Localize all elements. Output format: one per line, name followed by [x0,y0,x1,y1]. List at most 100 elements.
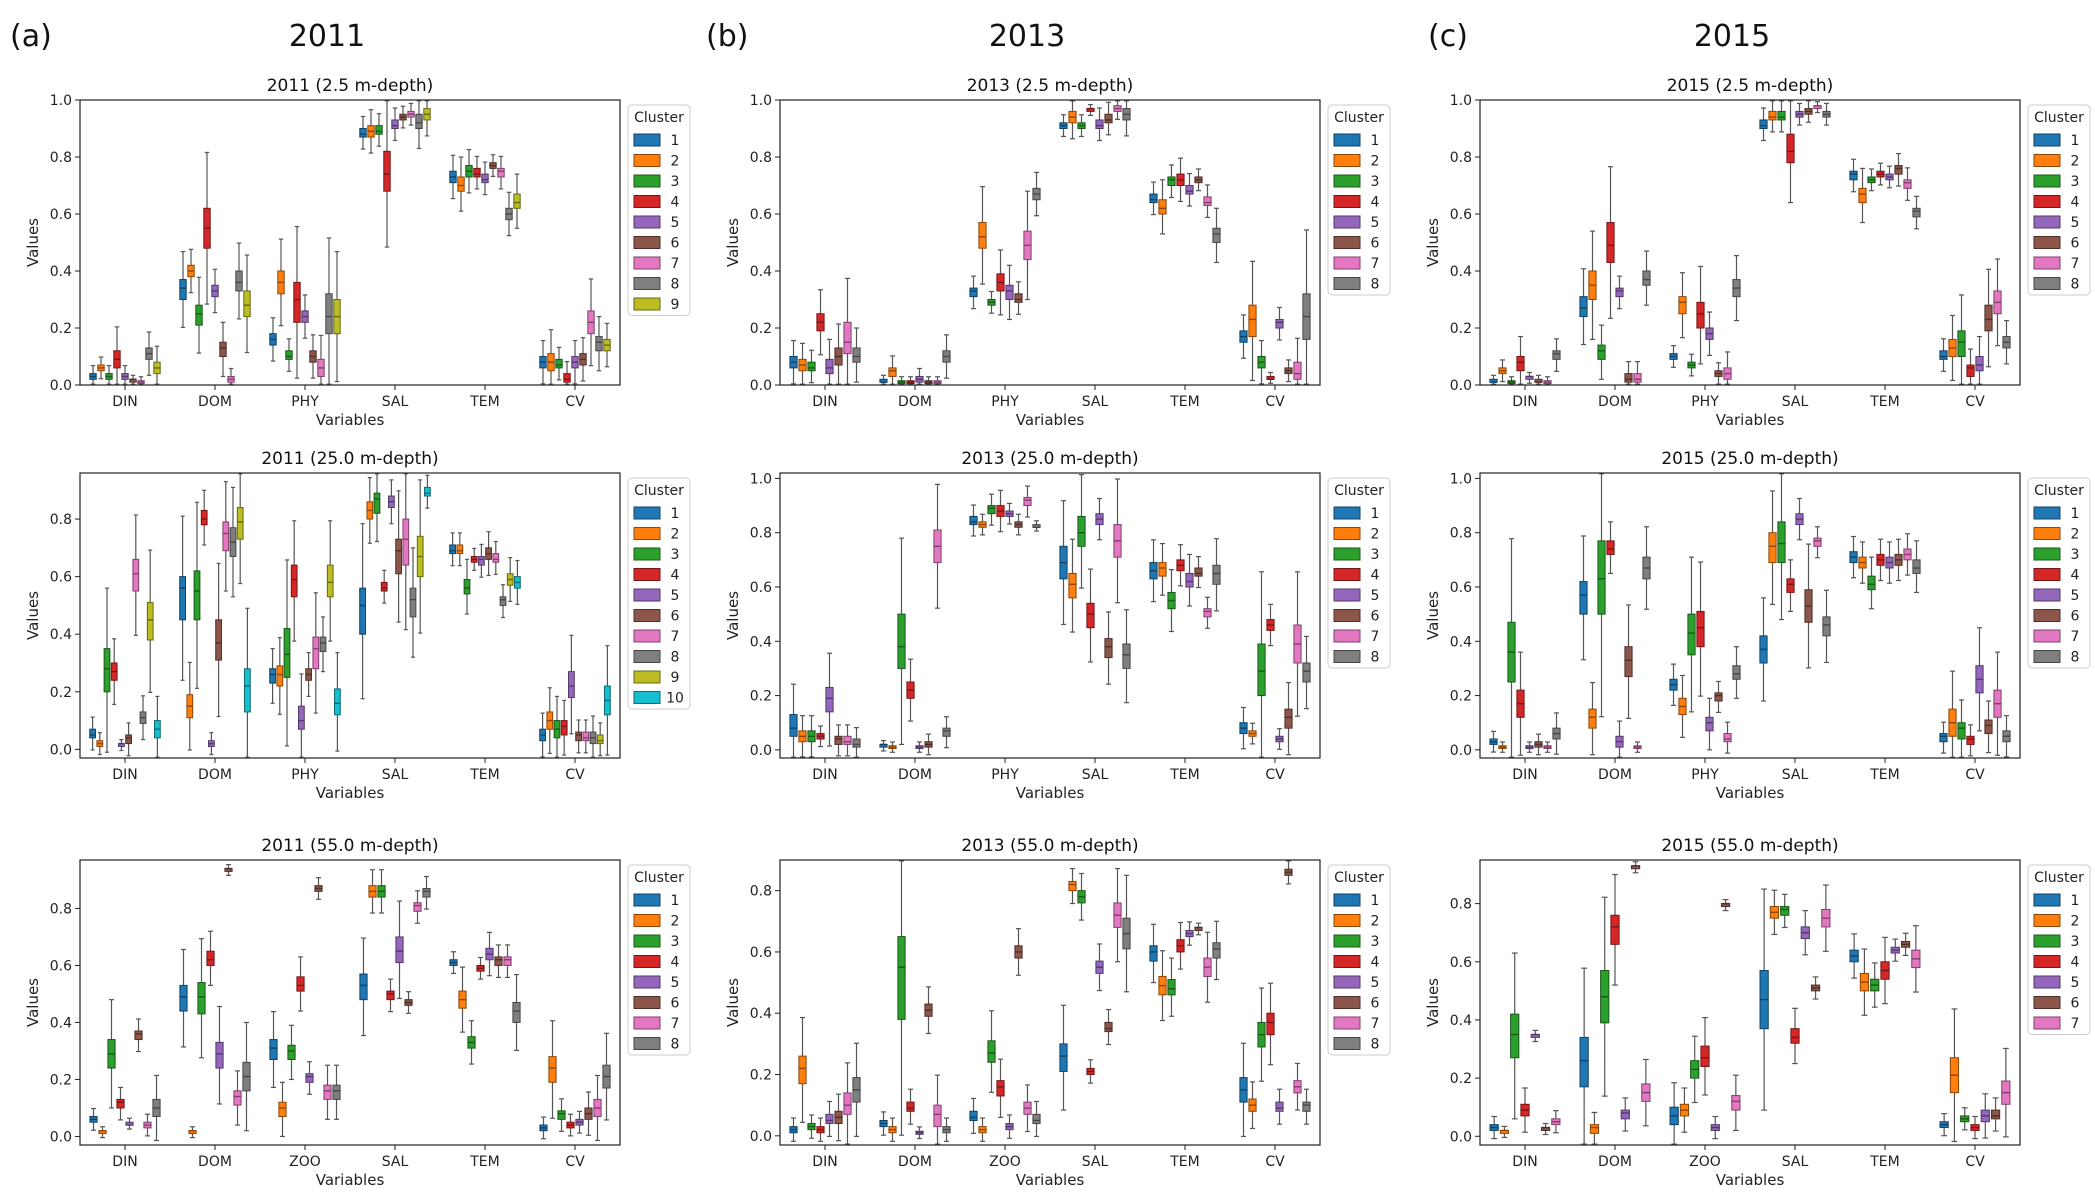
box-body [290,564,298,598]
box-body [456,544,464,555]
legend-swatch [633,154,661,167]
box-body [1095,119,1104,129]
legend-swatch [1333,236,1361,249]
box-CV-cluster-4 [1966,348,1975,385]
box-SAL-cluster-6 [404,991,413,1014]
x-tick-label: SAL [1782,394,1809,410]
box-body [933,1104,942,1128]
box-CV-cluster-2 [547,329,555,385]
box-DIN-cluster-1 [89,716,96,751]
box-SAL-cluster-7 [1113,478,1122,604]
box-body [595,336,603,352]
box-TEM-cluster-2 [456,532,464,567]
box-TEM-cluster-6 [1194,168,1203,192]
box-DIN-cluster-5 [118,738,125,752]
x-tick-label: CV [565,394,585,410]
box-DIN-cluster-1 [1489,374,1498,385]
box-body [1149,193,1158,204]
box-body [513,193,521,209]
legend-title: Cluster [634,483,684,499]
legend-swatch [2033,629,2061,643]
box-DOM-cluster-4 [1606,521,1615,575]
y-axis-label: Values [1424,218,1442,267]
box-body [1786,578,1795,593]
box-DIN-cluster-5 [125,1117,134,1130]
plot-frame [779,859,1321,1146]
box-body [1579,581,1588,615]
box-TEM-cluster-2 [1858,167,1867,224]
box-body [1786,133,1795,164]
box-TEM-cluster-1 [1849,933,1859,979]
box-body [134,1030,143,1041]
y-tick-label: 0.4 [750,1006,772,1022]
box-body [1939,733,1948,743]
legend-label: 1 [671,133,680,149]
box-body [206,950,215,966]
legend-swatch [2033,133,2061,147]
box-body [563,373,571,383]
box-DIN-cluster-3 [105,365,113,385]
box-SAL-cluster-6 [1804,100,1813,123]
box-DIN-cluster-6 [834,724,843,757]
box-body [1068,572,1077,599]
subplot-title: 2013 (2.5 m-depth) [967,76,1134,96]
box-DOM-cluster-7 [933,1074,942,1145]
box-DIN-cluster-8 [852,327,861,383]
box-DIN-cluster-6 [134,1018,143,1053]
box-DOM-cluster-4 [1606,166,1615,319]
legend-swatch [1333,256,1361,270]
box-PHY-cluster-4 [996,249,1005,316]
legend-label: 6 [2071,609,2080,625]
box-body [278,1101,287,1117]
box-body [987,505,996,515]
legend-label: 10 [666,691,684,707]
subplot-title: 2013 (55.0 m-depth) [961,836,1138,856]
box-DOM-cluster-7 [1641,1058,1651,1127]
subplot-title: 2015 (55.0 m-depth) [1661,836,1838,856]
box-PHY-cluster-6 [1714,362,1723,385]
box-SAL-cluster-2 [1068,100,1077,140]
box-body [1122,643,1131,669]
box-DOM-cluster-6 [924,733,933,756]
y-tick-label: 0.2 [1450,689,1472,705]
box-body [1516,356,1525,372]
subplot-2: 2013 (2.5 m-depth) 0.0 0.2 0.4 0.6 0.8 1.0 Valu… [724,76,1391,429]
box-SAL-cluster-5 [1095,107,1104,142]
box-body [1780,906,1790,916]
legend-swatch [2033,547,2061,561]
box-body [1203,608,1212,618]
legend-title: Cluster [1334,110,1384,126]
box-TEM-cluster-5 [485,931,494,977]
box-SAL-cluster-9 [423,100,431,137]
subplot-1: 2011 (2.5 m-depth) 0.0 0.2 0.4 0.6 0.8 1.0 Valu… [24,76,691,429]
box-body [1714,692,1723,702]
box-body [1813,537,1822,547]
x-tick-label: SAL [1782,767,1809,783]
box-body [402,518,410,566]
legend-swatch [633,174,661,188]
box-body [1966,735,1975,745]
legend: Cluster 1 2 3 4 5 6 7 8 [627,864,691,1056]
x-tick-label: CV [1265,394,1285,410]
box-ZOO-cluster-2 [278,1081,287,1138]
box-TEM-cluster-7 [503,944,512,979]
legend-label: 9 [671,297,680,313]
box-body [334,688,341,716]
box-DOM-cluster-5 [915,741,924,753]
box-body [834,735,843,745]
y-tick-label: 0.6 [1450,955,1472,971]
box-TEM-cluster-3 [1867,168,1876,192]
subplot-title: 2011 (25.0 m-depth) [261,449,438,469]
box-TEM-cluster-4 [1880,936,1890,1005]
box-TEM-cluster-4 [470,547,478,571]
box-DOM-cluster-1 [1579,967,1589,1145]
box-DOM-cluster-6 [1630,861,1641,874]
x-tick-label: CV [1965,1154,1985,1170]
box-body [1589,1124,1600,1134]
box-SAL-cluster-3 [1077,114,1086,138]
x-tick-label: CV [1965,394,1985,410]
box-DIN-cluster-2 [798,715,807,758]
box-SAL-cluster-5 [1095,943,1104,992]
plot-frame [79,472,621,759]
